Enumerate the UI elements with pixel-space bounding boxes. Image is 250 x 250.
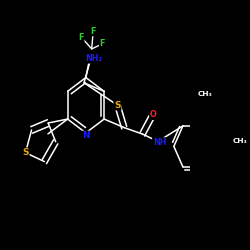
- Text: O: O: [150, 110, 157, 119]
- Text: NH₂: NH₂: [85, 54, 102, 63]
- Text: CH₃: CH₃: [233, 138, 248, 144]
- Text: F: F: [78, 32, 84, 42]
- Text: NH: NH: [153, 138, 166, 147]
- Text: CH₃: CH₃: [198, 91, 212, 97]
- Text: S: S: [22, 148, 29, 157]
- Text: F: F: [100, 40, 105, 48]
- Text: F: F: [90, 26, 96, 36]
- Text: N: N: [82, 132, 90, 140]
- Text: S: S: [114, 101, 121, 110]
